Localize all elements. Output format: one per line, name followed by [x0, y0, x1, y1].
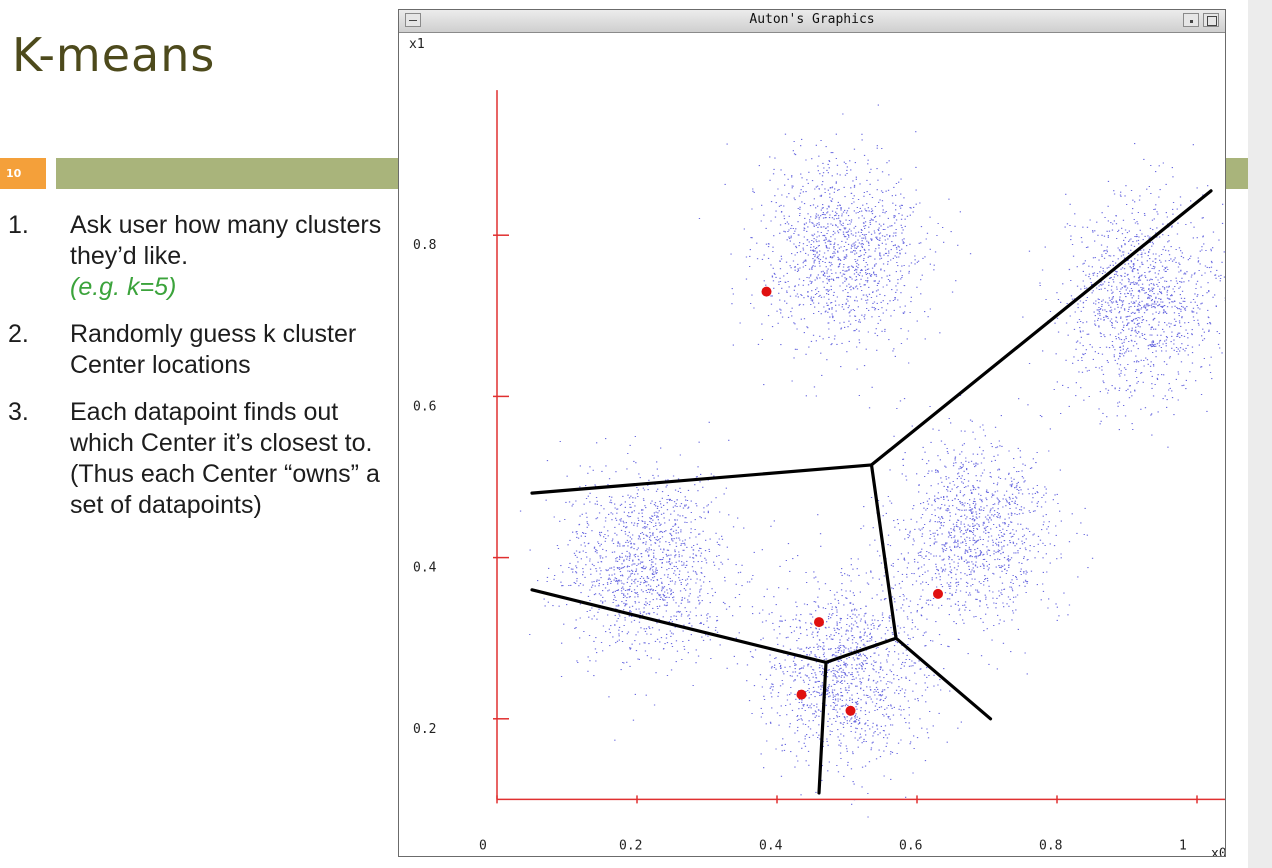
- y-tick-label: 0.2: [413, 722, 436, 737]
- x-tick-label: 0: [479, 838, 487, 853]
- window-titlebar[interactable]: Auton's Graphics: [399, 10, 1225, 33]
- boundary-segment: [530, 588, 828, 664]
- window-menu-button[interactable]: [405, 13, 421, 27]
- y-tick-label: 0.8: [413, 238, 436, 253]
- step-item: 2. Randomly guess k cluster Center locat…: [8, 319, 392, 381]
- cluster-points: [715, 514, 969, 818]
- step-text: Each datapoint finds out which Center it…: [70, 398, 380, 519]
- cluster-boundaries: [530, 189, 1213, 795]
- y-tick-label: 0.6: [413, 399, 436, 414]
- window-maximize-button[interactable]: [1203, 13, 1219, 27]
- cluster-points: [850, 394, 1094, 675]
- step-text: Ask user how many clusters they’d like.: [70, 211, 382, 270]
- kmeans-scatter-plot: 0 0.2 0.4 0.6 0.8 1 0.2 0.4 0.6 0.8 x0 x1: [409, 37, 1225, 856]
- center-point: [814, 617, 824, 628]
- step-example: (e.g. k=5): [70, 273, 177, 301]
- center-point: [933, 588, 943, 599]
- window-title: Auton's Graphics: [749, 12, 875, 27]
- step-item: 3. Each datapoint finds out which Center…: [8, 397, 392, 521]
- x-tick-label: 0.2: [619, 838, 642, 853]
- axes: 0 0.2 0.4 0.6 0.8 1 0.2 0.4 0.6 0.8 x0 x1: [409, 37, 1225, 856]
- x-tick-label: 1: [1179, 838, 1187, 853]
- center-point: [761, 286, 772, 297]
- x-axis-label: x0: [1211, 846, 1225, 856]
- step-text: Randomly guess k cluster Center location…: [70, 320, 357, 379]
- boundary-segment: [824, 636, 898, 664]
- cluster-points: [1020, 143, 1225, 448]
- boundary-segment: [894, 636, 993, 721]
- slide-number: 10: [0, 158, 46, 189]
- cluster-points: [519, 421, 775, 741]
- step-number: 3.: [8, 398, 29, 426]
- steps-list: 1. Ask user how many clusters they’d lik…: [8, 210, 392, 537]
- center-point: [845, 705, 856, 716]
- y-tick-label: 0.4: [413, 561, 437, 576]
- slide-title: K-means: [12, 28, 216, 82]
- x-tick-label: 0.8: [1039, 838, 1062, 853]
- cluster-points: [698, 104, 972, 409]
- step-number: 1.: [8, 211, 29, 239]
- boundary-segment: [869, 189, 1213, 467]
- step-number: 2.: [8, 320, 29, 348]
- boundary-segment: [817, 660, 828, 795]
- boundary-segment: [530, 463, 874, 495]
- window-minimize-button[interactable]: [1183, 13, 1199, 27]
- cluster-centers: [761, 286, 943, 716]
- y-axis-label: x1: [409, 37, 425, 52]
- auton-graphics-window: Auton's Graphics 0 0.2 0.4 0.6 0.8 1 0.2 0.4 0.6…: [398, 9, 1226, 857]
- boundary-segment: [869, 463, 898, 640]
- right-gutter: [1248, 0, 1272, 868]
- x-tick-label: 0.4: [759, 838, 783, 853]
- center-point: [796, 689, 807, 700]
- step-item: 1. Ask user how many clusters they’d lik…: [8, 210, 392, 303]
- x-tick-label: 0.6: [899, 838, 922, 853]
- datapoints: [519, 104, 1225, 818]
